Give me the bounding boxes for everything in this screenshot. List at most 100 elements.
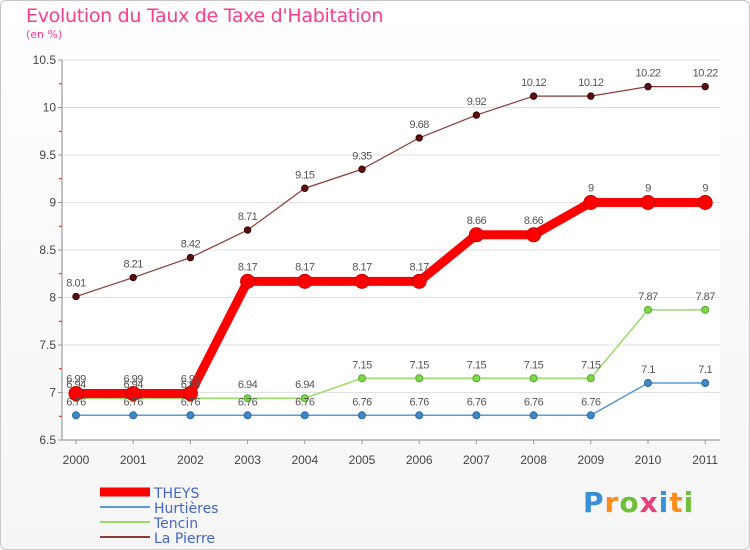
data-point — [415, 374, 424, 383]
y-tick-label: 9 — [49, 196, 56, 210]
data-point — [243, 226, 252, 234]
legend-label: Tencin — [153, 516, 198, 532]
series-line-tencin — [76, 309, 706, 399]
data-point — [186, 411, 195, 420]
data-label: 6.94 — [66, 379, 86, 391]
data-point — [358, 411, 366, 420]
data-label: 9.15 — [295, 169, 315, 181]
y-tick-label: 7.5 — [39, 338, 56, 352]
series-line-hurtières — [76, 382, 706, 417]
data-label: 9.35 — [352, 150, 372, 162]
legend-label: Hurtières — [154, 501, 219, 517]
y-tick-label: 7 — [49, 386, 56, 400]
x-tick-label: 2006 — [406, 453, 433, 467]
x-tick-label: 2005 — [349, 453, 376, 467]
data-point — [243, 394, 252, 403]
data-label: 8.01 — [66, 278, 86, 290]
data-point — [68, 385, 84, 401]
data-point — [468, 227, 484, 243]
x-tick-label: 2007 — [463, 453, 490, 467]
legend-label: La Pierre — [154, 531, 215, 547]
data-point — [587, 92, 595, 100]
data-point — [529, 374, 538, 383]
y-tick-label: 8 — [49, 291, 56, 305]
data-label: 6.76 — [524, 396, 544, 408]
data-label: 9 — [645, 183, 651, 195]
data-point — [243, 411, 252, 420]
data-point — [701, 305, 710, 314]
logo-letter: t — [669, 486, 684, 519]
data-point — [300, 394, 309, 403]
data-label: 7.15 — [352, 359, 372, 371]
data-point — [472, 411, 481, 420]
data-label: 8.17 — [238, 261, 258, 273]
y-tick-label: 6.5 — [39, 433, 56, 447]
x-tick-label: 2009 — [577, 453, 604, 467]
data-point — [240, 273, 256, 289]
data-label: 6.99 — [123, 373, 143, 385]
x-tick-label: 2002 — [177, 453, 204, 467]
y-tick-label: 9.5 — [39, 148, 56, 162]
data-point — [129, 273, 137, 282]
data-point — [358, 374, 366, 383]
data-label: 6.99 — [181, 373, 201, 385]
logo-letter: P — [583, 486, 605, 519]
x-tick-label: 2008 — [520, 453, 547, 467]
data-label: 7.15 — [524, 359, 544, 371]
x-tick-label: 2003 — [234, 453, 261, 467]
data-point — [129, 411, 138, 420]
logo-letter: r — [604, 486, 620, 519]
data-label: 7.87 — [695, 291, 715, 303]
data-label: 6.76 — [295, 396, 315, 408]
data-label: 10.12 — [521, 77, 546, 89]
data-label: 7.1 — [641, 364, 655, 376]
logo-letter: x — [639, 486, 659, 519]
data-point — [300, 411, 309, 420]
data-label: 8.66 — [467, 215, 487, 227]
data-label: 6.76 — [467, 396, 487, 408]
data-point — [583, 195, 599, 210]
data-label: 8.17 — [409, 261, 429, 273]
data-point — [182, 385, 198, 401]
data-label: 10.12 — [578, 77, 603, 89]
data-point — [644, 305, 652, 314]
data-label: 9 — [702, 183, 708, 195]
data-label: 10.22 — [693, 68, 718, 80]
data-label: 8.17 — [352, 261, 372, 273]
x-tick-label: 2001 — [120, 453, 147, 467]
data-point — [472, 374, 481, 383]
data-label: 8.66 — [524, 215, 544, 227]
data-point — [125, 385, 141, 401]
data-point — [526, 227, 542, 243]
data-point — [586, 411, 595, 420]
data-label: 6.76 — [409, 396, 429, 408]
data-label: 9.68 — [409, 119, 429, 131]
data-label: 7.15 — [409, 359, 429, 371]
data-label: 7.15 — [581, 359, 601, 371]
data-label: 6.76 — [66, 396, 86, 408]
data-point — [644, 82, 652, 91]
data-label: 9.92 — [467, 96, 487, 108]
data-point — [701, 82, 709, 91]
data-label: 6.76 — [581, 396, 601, 408]
data-point — [644, 379, 652, 387]
chart-title: Evolution du Taux de Taxe d'Habitation — [26, 5, 384, 27]
data-point — [472, 111, 481, 119]
series-line-theys — [76, 198, 706, 398]
data-label: 6.94 — [181, 379, 201, 391]
data-point — [529, 411, 538, 420]
data-label: 6.94 — [295, 379, 315, 391]
data-label: 8.42 — [181, 239, 201, 251]
data-point — [186, 253, 195, 262]
data-point — [415, 411, 424, 420]
legend-label: THEYS — [153, 486, 199, 502]
logo-letter: o — [619, 486, 640, 519]
data-label: 6.76 — [181, 396, 201, 408]
data-label: 7.1 — [698, 364, 712, 376]
x-tick-label: 2004 — [291, 453, 318, 467]
data-point — [529, 92, 538, 100]
x-tick-label: 2000 — [63, 453, 90, 467]
logo-letter: i — [658, 486, 670, 519]
data-point — [72, 411, 80, 420]
data-label: 6.76 — [352, 396, 372, 408]
